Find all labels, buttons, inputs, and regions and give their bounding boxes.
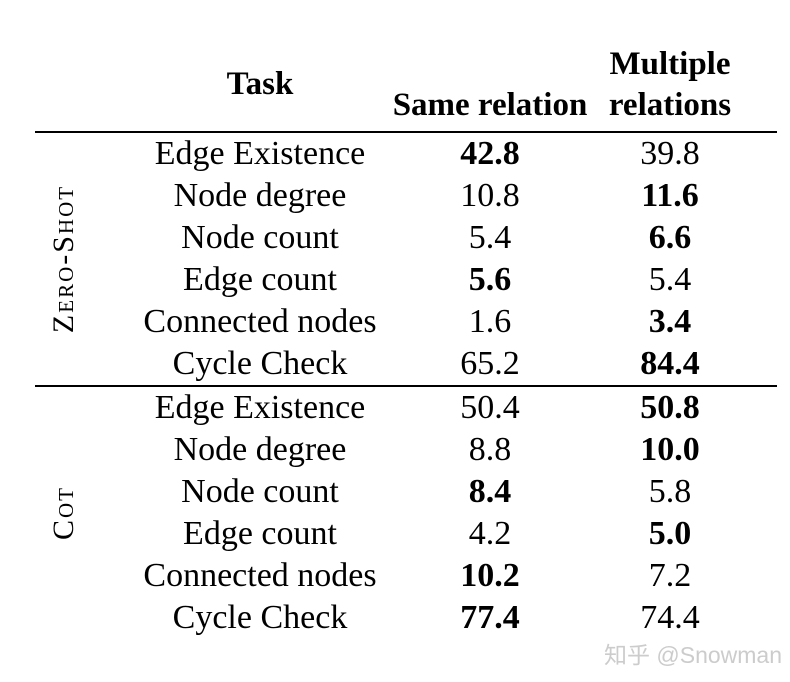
task-cell: Node count [181, 219, 339, 256]
table-row: Node degree 10.8 11.6 [0, 175, 790, 217]
table-row: Connected nodes 1.6 3.4 [0, 301, 790, 343]
task-cell: Node count [181, 473, 339, 510]
task-cell: Node degree [173, 431, 347, 468]
task-cell: Edge count [183, 261, 337, 298]
multiple-relations-cell: 7.2 [648, 557, 692, 594]
same-relation-cell: 50.4 [460, 389, 520, 426]
table-row: Node count 5.4 6.6 [0, 217, 790, 259]
multiple-relations-cell: 11.6 [641, 177, 699, 214]
task-cell: Cycle Check [172, 345, 348, 382]
task-cell: Edge Existence [154, 135, 366, 172]
table-row: Edge Existence 50.4 50.8 [0, 387, 790, 429]
column-header-same-relation: Same relation [392, 87, 588, 123]
section-label: Zero-Shot [47, 184, 80, 334]
table-row: Cycle Check 77.4 74.4 [0, 597, 790, 639]
watermark: 知乎 @Snowman [603, 642, 782, 668]
table-row: Edge Existence 42.8 39.8 [0, 133, 790, 175]
column-header-task: Task [226, 66, 294, 102]
table-row: Connected nodes 10.2 7.2 [0, 555, 790, 597]
same-relation-cell: 8.4 [468, 473, 512, 510]
table-header-row: Task Same relation Multiple relations [0, 0, 790, 131]
table-row: Node degree 8.8 10.0 [0, 429, 790, 471]
same-relation-cell: 5.6 [468, 261, 512, 298]
same-relation-cell: 1.6 [468, 303, 512, 340]
table-section-zero-shot: Zero-Shot Edge Existence 42.8 39.8 Node degr… [0, 133, 790, 385]
multiple-relations-cell: 5.8 [648, 473, 692, 510]
same-relation-cell: 4.2 [468, 515, 512, 552]
multiple-relations-cell: 84.4 [640, 345, 700, 382]
table-row: Edge count 4.2 5.0 [0, 513, 790, 555]
task-cell: Node degree [173, 177, 347, 214]
task-cell: Cycle Check [172, 599, 348, 636]
same-relation-cell: 5.4 [468, 219, 512, 256]
task-cell: Edge count [183, 515, 337, 552]
task-cell: Edge Existence [154, 389, 366, 426]
table-body: Zero-Shot Edge Existence 42.8 39.8 Node degr… [0, 133, 790, 639]
task-cell: Connected nodes [143, 303, 377, 340]
table-row: Node count 8.4 5.8 [0, 471, 790, 513]
task-cell: Connected nodes [143, 557, 377, 594]
header-rule [35, 131, 777, 133]
same-relation-cell: 10.8 [460, 177, 520, 214]
multiple-relations-cell: 3.4 [648, 303, 692, 340]
table-row: Edge count 5.6 5.4 [0, 259, 790, 301]
same-relation-cell: 8.8 [468, 431, 512, 468]
section-divider-rule [35, 385, 777, 387]
multiple-relations-cell: 6.6 [648, 219, 692, 256]
multiple-relations-cell: 74.4 [640, 599, 700, 636]
same-relation-cell: 65.2 [460, 345, 520, 382]
table-row: Cycle Check 65.2 84.4 [0, 343, 790, 385]
column-header-multiple-relations: Multiple relations [608, 46, 732, 123]
same-relation-cell: 10.2 [460, 557, 520, 594]
multiple-relations-cell: 39.8 [640, 135, 700, 172]
section-label: Cot [47, 485, 80, 541]
multiple-relations-cell: 10.0 [640, 431, 700, 468]
multiple-relations-cell: 5.4 [648, 261, 692, 298]
multiple-relations-cell: 5.0 [648, 515, 692, 552]
same-relation-cell: 77.4 [460, 599, 520, 636]
table-section-cot: Cot Edge Existence 50.4 50.8 Node degree 8.8 1… [0, 387, 790, 639]
multiple-relations-cell: 50.8 [640, 389, 700, 426]
same-relation-cell: 42.8 [460, 135, 520, 172]
